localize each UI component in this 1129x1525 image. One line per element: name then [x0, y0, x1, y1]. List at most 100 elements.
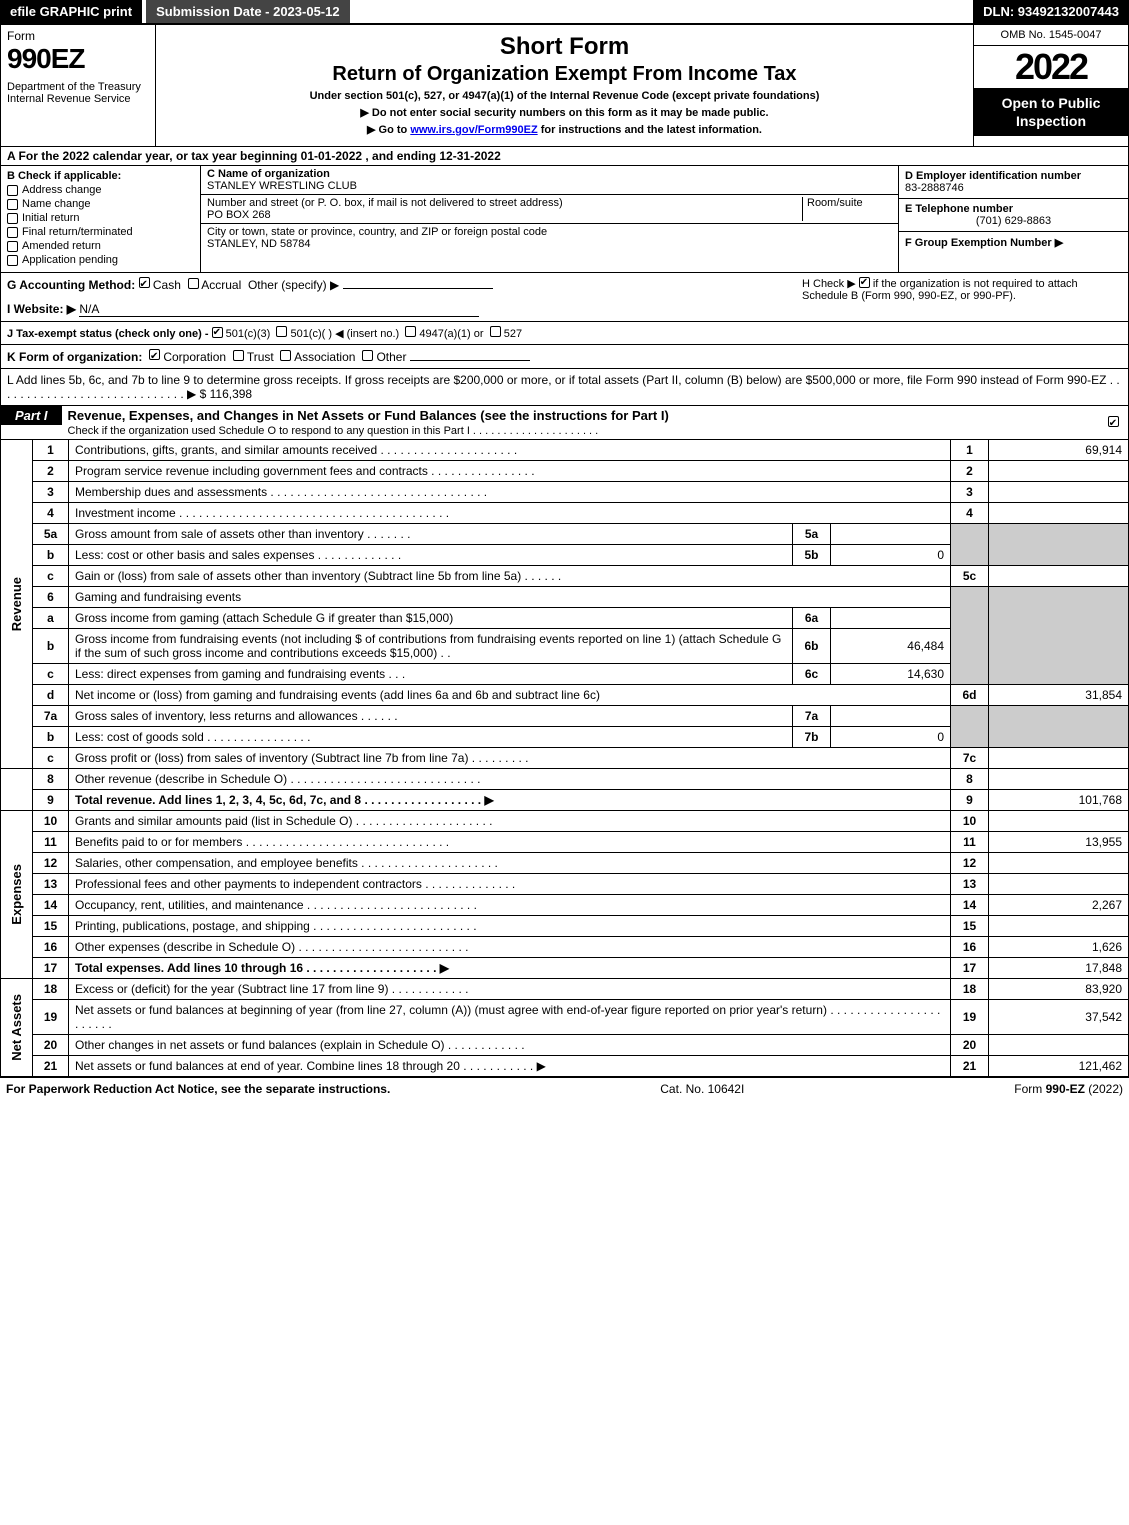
header-left: Form 990EZ Department of the Treasury In…: [1, 25, 156, 146]
lbl-4947: 4947(a)(1) or: [419, 328, 483, 340]
l5a-desc: Gross amount from sale of assets other t…: [69, 524, 793, 545]
k-prefix: K Form of organization:: [7, 350, 142, 364]
l-text: L Add lines 5b, 6c, and 7b to line 9 to …: [7, 373, 1120, 401]
f-label: F Group Exemption Number ▶: [905, 236, 1122, 249]
c-addr-label: Number and street (or P. O. box, if mail…: [207, 197, 802, 209]
section-def: D Employer identification number 83-2888…: [898, 166, 1128, 272]
l6a-sv: [831, 608, 951, 629]
section-j: J Tax-exempt status (check only one) - 5…: [0, 322, 1129, 345]
l6d-desc: Net income or (loss) from gaming and fun…: [69, 685, 951, 706]
l16-desc: Other expenses (describe in Schedule O) …: [69, 937, 951, 958]
i-label: I Website: ▶: [7, 302, 76, 316]
l6b-sl: 6b: [793, 629, 831, 664]
l12-amt: [989, 853, 1129, 874]
chk-501c3[interactable]: [212, 327, 223, 338]
l12-num: 12: [33, 853, 69, 874]
revenue-vlabel: Revenue: [7, 577, 26, 631]
l5b-sv: 0: [831, 545, 951, 566]
l4-num: 4: [33, 503, 69, 524]
l5a-sl: 5a: [793, 524, 831, 545]
l2-desc: Program service revenue including govern…: [69, 461, 951, 482]
lbl-527: 527: [504, 328, 522, 340]
c-city-label: City or town, state or province, country…: [207, 226, 892, 238]
l7ab-grey: [951, 706, 989, 748]
chk-other-org[interactable]: [362, 350, 373, 361]
l6d-amt: 31,854: [989, 685, 1129, 706]
other-org-input[interactable]: [410, 360, 530, 361]
other-method-input[interactable]: [343, 288, 493, 289]
chk-initial-return[interactable]: [7, 213, 18, 224]
l16-num: 16: [33, 937, 69, 958]
l5b-sl: 5b: [793, 545, 831, 566]
row-ghi: G Accounting Method: Cash Accrual Other …: [0, 273, 1129, 322]
form-number: 990EZ: [7, 43, 149, 75]
ein: 83-2888746: [905, 182, 1122, 194]
l6b-num: b: [33, 629, 69, 664]
chk-address-change[interactable]: [7, 185, 18, 196]
note-link: ▶ Go to www.irs.gov/Form990EZ for instru…: [166, 123, 963, 136]
irs-link[interactable]: www.irs.gov/Form990EZ: [410, 124, 537, 136]
l6-grey-amt: [989, 587, 1129, 685]
efile-print-label[interactable]: efile GRAPHIC print: [0, 0, 142, 23]
l11-num: 11: [33, 832, 69, 853]
submission-date: Submission Date - 2023-05-12: [146, 0, 350, 23]
l13-amt: [989, 874, 1129, 895]
l14-amt: 2,267: [989, 895, 1129, 916]
lbl-accrual: Accrual: [201, 278, 241, 292]
l6b-desc: Gross income from fundraising events (no…: [69, 629, 793, 664]
chk-schedule-o[interactable]: [1108, 416, 1119, 427]
l6-num: 6: [33, 587, 69, 608]
l5a-num: 5a: [33, 524, 69, 545]
chk-association[interactable]: [280, 350, 291, 361]
l19-amt: 37,542: [989, 1000, 1129, 1035]
chk-527[interactable]: [490, 326, 501, 337]
chk-trust[interactable]: [233, 350, 244, 361]
l18-desc: Excess or (deficit) for the year (Subtra…: [69, 979, 951, 1000]
l6d-rnum: 6d: [951, 685, 989, 706]
chk-corporation[interactable]: [149, 349, 160, 360]
l12-rnum: 12: [951, 853, 989, 874]
l7c-amt: [989, 748, 1129, 769]
lbl-association: Association: [294, 350, 355, 364]
lbl-501c3: 501(c)(3): [226, 328, 271, 340]
chk-501c[interactable]: [276, 326, 287, 337]
org-city: STANLEY, ND 58784: [207, 238, 892, 250]
l9-desc: Total revenue. Add lines 1, 2, 3, 4, 5c,…: [69, 790, 951, 811]
l3-rnum: 3: [951, 482, 989, 503]
lbl-application-pending: Application pending: [22, 254, 118, 266]
org-address: PO BOX 268: [207, 209, 802, 221]
l1-desc: Contributions, gifts, grants, and simila…: [69, 440, 951, 461]
l21-amt: 121,462: [989, 1056, 1129, 1077]
l20-amt: [989, 1035, 1129, 1056]
chk-name-change[interactable]: [7, 199, 18, 210]
part1-header: Part I Revenue, Expenses, and Changes in…: [0, 406, 1129, 440]
l5b-num: b: [33, 545, 69, 566]
part1-title: Revenue, Expenses, and Changes in Net As…: [62, 406, 1098, 439]
chk-4947[interactable]: [405, 326, 416, 337]
c-name-label: C Name of organization: [207, 168, 892, 180]
chk-final-return[interactable]: [7, 227, 18, 238]
section-b-label: B Check if applicable:: [7, 170, 194, 182]
l-amount: $ 116,398: [200, 387, 253, 401]
chk-amended-return[interactable]: [7, 241, 18, 252]
l2-amt: [989, 461, 1129, 482]
chk-application-pending[interactable]: [7, 255, 18, 266]
l17-amt: 17,848: [989, 958, 1129, 979]
l11-rnum: 11: [951, 832, 989, 853]
chk-cash[interactable]: [139, 277, 150, 288]
l11-amt: 13,955: [989, 832, 1129, 853]
form-header: Form 990EZ Department of the Treasury In…: [0, 24, 1129, 147]
l8-amt: [989, 769, 1129, 790]
org-name: STANLEY WRESTLING CLUB: [207, 180, 892, 192]
chk-schedule-b[interactable]: [859, 277, 870, 288]
l3-desc: Membership dues and assessments . . . . …: [69, 482, 951, 503]
part1-tab: Part I: [1, 406, 62, 425]
l5c-amt: [989, 566, 1129, 587]
footer-right: Form 990-EZ (2022): [1014, 1082, 1123, 1096]
chk-accrual[interactable]: [188, 278, 199, 289]
section-a: A For the 2022 calendar year, or tax yea…: [0, 147, 1129, 166]
l13-rnum: 13: [951, 874, 989, 895]
l5ab-grey: [951, 524, 989, 566]
l5c-rnum: 5c: [951, 566, 989, 587]
l15-desc: Printing, publications, postage, and shi…: [69, 916, 951, 937]
